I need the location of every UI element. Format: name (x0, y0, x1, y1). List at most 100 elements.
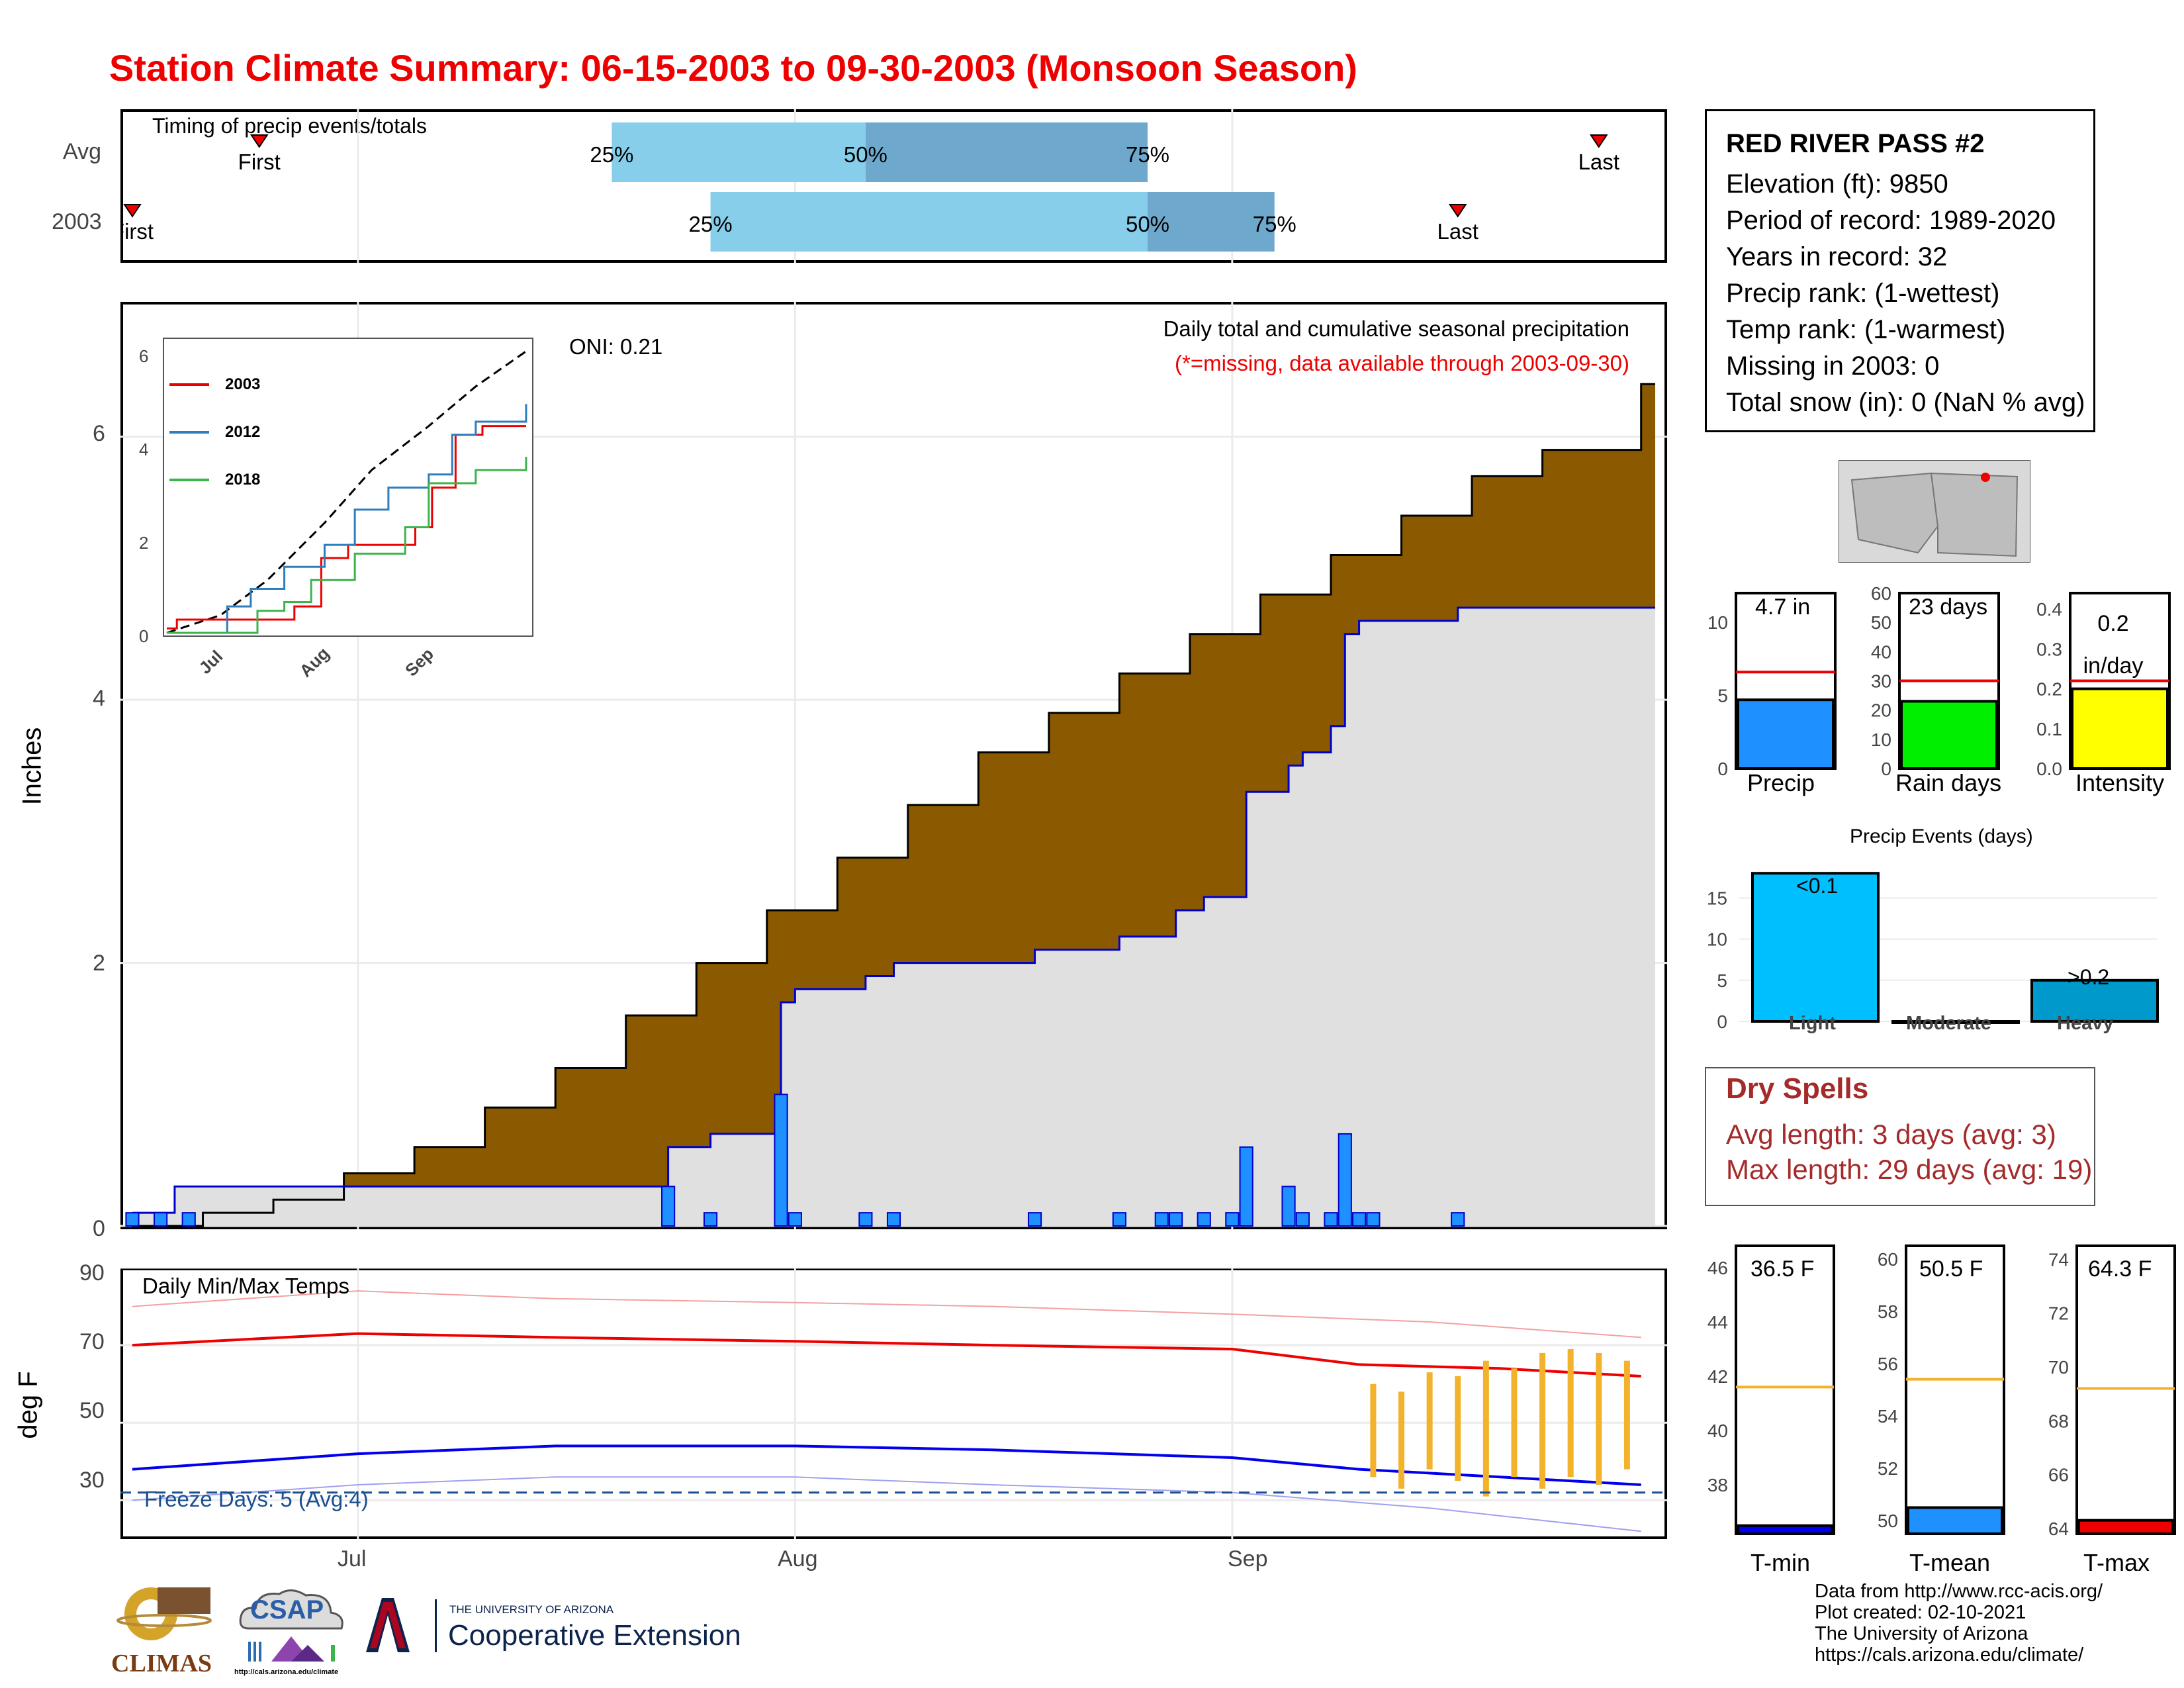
csap-text: CSAP (250, 1595, 324, 1624)
summary-1-tick-2: 20 (1871, 700, 1891, 721)
temp-line-record-min (132, 1476, 1641, 1532)
summary-bar-0 (1737, 698, 1835, 770)
temp-svg (120, 1268, 1667, 1539)
temp-summary-bar-2 (2077, 1519, 2174, 1535)
intensity-bar-value: 0.2 in/day (2083, 611, 2144, 679)
footer-university: The University of Arizona (1815, 1623, 2028, 1644)
timing-avg-pct-0: 25% (590, 142, 633, 167)
xtick-sep: Sep (1228, 1546, 1268, 1571)
temp-summary-0-tick-2: 42 (1707, 1366, 1728, 1387)
intensity-bar-label: Intensity (2075, 769, 2165, 796)
temp-summary-bar-0 (1737, 1524, 1833, 1536)
events-tick-2: 10 (1707, 929, 1727, 950)
daily-precip-bar-4 (703, 1212, 718, 1227)
temp-ytick-90: 90 (79, 1260, 105, 1286)
timing-avg-last-label: Last (1578, 150, 1619, 174)
timing-avg-q1-bar (612, 122, 866, 182)
summary-1-tick-5: 50 (1871, 612, 1891, 633)
timing-y2003-q1-bar (710, 192, 1148, 252)
daily-precip-bar-16 (1281, 1186, 1296, 1227)
temp-summary-1-tick-5: 60 (1878, 1249, 1898, 1270)
summary-1-tick-1: 10 (1871, 729, 1891, 750)
temp-summary-1-tick-1: 52 (1878, 1458, 1898, 1479)
summary-1-tick-3: 30 (1871, 671, 1891, 692)
summary-bars-svg: 0 5 10 0 10 20 30 40 50 60 0.0 0.1 0.2 0.3 0.4 (1707, 583, 2171, 779)
legend-2018: 2018 (225, 471, 261, 489)
footer: Data from http://www.rcc-acis.org/ Plot … (1815, 1581, 2103, 1665)
summary-1-tick-4: 40 (1871, 641, 1891, 662)
footer-url: https://cals.arizona.edu/climate/ (1815, 1644, 2084, 1665)
xtick-jul: Jul (338, 1546, 367, 1571)
tmax-value: 64.3 F (2088, 1256, 2152, 1282)
locator-map (1839, 460, 2030, 563)
daily-precip-bar-10 (1112, 1212, 1126, 1227)
station-info: RED RIVER PASS #2 Elevation (ft): 9850 P… (1726, 126, 2085, 421)
temp-summary-0-tick-1: 40 (1707, 1421, 1728, 1441)
events-tick-0: 0 (1717, 1011, 1727, 1032)
summary-2-tick-3: 0.3 (2036, 639, 2062, 659)
precip-bar-label: Precip (1747, 769, 1815, 796)
temp-summary-2-tick-5: 74 (2048, 1249, 2069, 1270)
precip-bar-value: 4.7 in (1755, 594, 1811, 620)
summary-2-tick-4: 0.4 (2036, 599, 2062, 620)
station-name: RED RIVER PASS #2 (1726, 129, 1985, 158)
temp-summary-2-tick-2: 68 (2048, 1411, 2069, 1431)
inset-line-average (166, 350, 527, 634)
events-bar-label-heavy: >0.2 (2068, 965, 2110, 989)
tmin-value: 36.5 F (1751, 1256, 1815, 1282)
raindays-bar-label: Rain days (1895, 769, 2002, 796)
station-box (1705, 109, 2095, 432)
station-precip-rank: Precip rank: (1-wettest) (1726, 279, 2000, 308)
events-cat-heavy: Heavy (2057, 1013, 2114, 1034)
inset-ytick-0: 0 (139, 626, 149, 646)
missing-note: (*=missing, data available through 2003-… (1174, 351, 1629, 375)
temp-summary-2-tick-1: 66 (2048, 1465, 2069, 1485)
summary-bar-1 (1900, 700, 1998, 771)
raindays-bar-value: 23 days (1909, 594, 1988, 620)
daily-precip-bar-0 (125, 1212, 140, 1227)
daily-precip-bar-15 (1239, 1146, 1253, 1227)
station-period: Period of record: 1989-2020 (1726, 206, 2056, 235)
daily-precip-bar-6 (788, 1212, 802, 1227)
ua-divider (435, 1599, 437, 1652)
temp-summary-bar-1 (1907, 1506, 2003, 1536)
dry-spells-title: Dry Spells (1726, 1072, 1869, 1105)
temp-summary-0-tick-3: 44 (1707, 1312, 1728, 1333)
temp-summary-0-tick-4: 46 (1707, 1258, 1728, 1278)
inset-line-2012 (167, 404, 527, 634)
events-tick-1: 5 (1717, 970, 1727, 991)
events-cat-moderate: Moderate (1906, 1013, 1991, 1034)
inset-legend: 2003 2012 2018 (169, 361, 260, 504)
station-temp-rank: Temp rank: (1-warmest) (1726, 315, 2006, 344)
station-snow: Total snow (in): 0 (NaN % avg) (1726, 388, 2085, 417)
timing-y2003-last-marker (1448, 204, 1467, 218)
timing-y2003-first-marker (123, 204, 142, 218)
timing-avg-q2-bar (865, 122, 1148, 182)
events-bar-label-light: <0.1 (1796, 874, 1839, 898)
timing-avg-last-marker (1589, 134, 1608, 148)
temp-bars-svg: 38 40 42 44 46 50 52 54 56 58 60 64 66 68 70 72 74 (1707, 1244, 2176, 1539)
daily-precip-bar-17 (1295, 1212, 1310, 1227)
tmax-label: T-max (2083, 1549, 2150, 1576)
legend-2012-swatch (169, 431, 209, 434)
xtick-aug: Aug (778, 1546, 818, 1571)
footer-plot-created: Plot created: 02-10-2021 (1815, 1602, 2026, 1623)
daily-precip-bar-14 (1225, 1212, 1240, 1227)
summary-0-tick-0: 0 (1717, 759, 1728, 779)
daily-precip-bar-22 (1451, 1212, 1465, 1227)
timing-y2003-pct-1: 50% (1126, 212, 1169, 236)
inset-ytick-4: 4 (139, 440, 149, 459)
summary-2-tick-2: 0.2 (2036, 679, 2062, 700)
timing-svg: First Last 25% 50% 75% First Last 25% 50% 75% (120, 109, 1619, 263)
temp-label: Daily Min/Max Temps (142, 1274, 349, 1298)
ua-small-text: THE UNIVERSITY OF ARIZONA (449, 1603, 614, 1616)
events-tick-3: 15 (1707, 888, 1727, 909)
summary-2-tick-0: 0.0 (2036, 759, 2062, 779)
dry-spells-avg: Avg length: 3 days (avg: 3) (1726, 1119, 2056, 1150)
timing-avg-pct-2: 75% (1126, 142, 1169, 167)
temp-ylabel: deg F (13, 1371, 43, 1439)
daily-precip-bar-2 (181, 1212, 196, 1227)
timing-row-2003: 2003 (52, 209, 102, 234)
csap-logo: CSAP http://cals.arizona.edu/climate (232, 1582, 351, 1681)
events-bar-heavy (2030, 978, 2159, 1023)
